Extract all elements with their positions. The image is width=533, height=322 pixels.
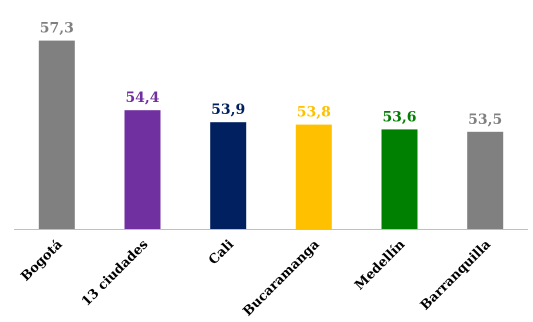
value-label-bogota: 57,3 bbox=[40, 21, 74, 37]
tick-labels-group: Bogotá 13 ciudades Cali Bucaramanga Medellín… bbox=[18, 237, 494, 320]
tick-label-bucaramanga: Bucaramanga bbox=[240, 237, 323, 320]
value-labels-group: 57,3 54,4 53,9 53,8 53,6 53,5 bbox=[40, 21, 503, 128]
value-label-barranquilla: 53,5 bbox=[468, 112, 502, 128]
bar-medellin bbox=[381, 129, 418, 229]
bar-barranquilla bbox=[467, 131, 504, 229]
tick-label-bogota: Bogotá bbox=[18, 237, 66, 285]
tick-label-medellin: Medellín bbox=[352, 237, 408, 293]
tick-label-cali: Cali bbox=[206, 237, 237, 268]
bar-cali bbox=[210, 122, 247, 229]
tick-label-13-ciudades: 13 ciudades bbox=[79, 237, 151, 309]
bars-group bbox=[38, 40, 504, 229]
value-label-bucaramanga: 53,8 bbox=[297, 105, 331, 121]
bar-13-ciudades bbox=[124, 110, 161, 229]
bar-bogota bbox=[38, 40, 75, 229]
value-label-13-ciudades: 54,4 bbox=[125, 90, 159, 106]
tick-label-barranquilla: Barranquilla bbox=[418, 237, 495, 314]
bar-bucaramanga bbox=[295, 124, 332, 229]
value-label-medellin: 53,6 bbox=[382, 109, 416, 125]
value-label-cali: 53,9 bbox=[211, 102, 245, 118]
